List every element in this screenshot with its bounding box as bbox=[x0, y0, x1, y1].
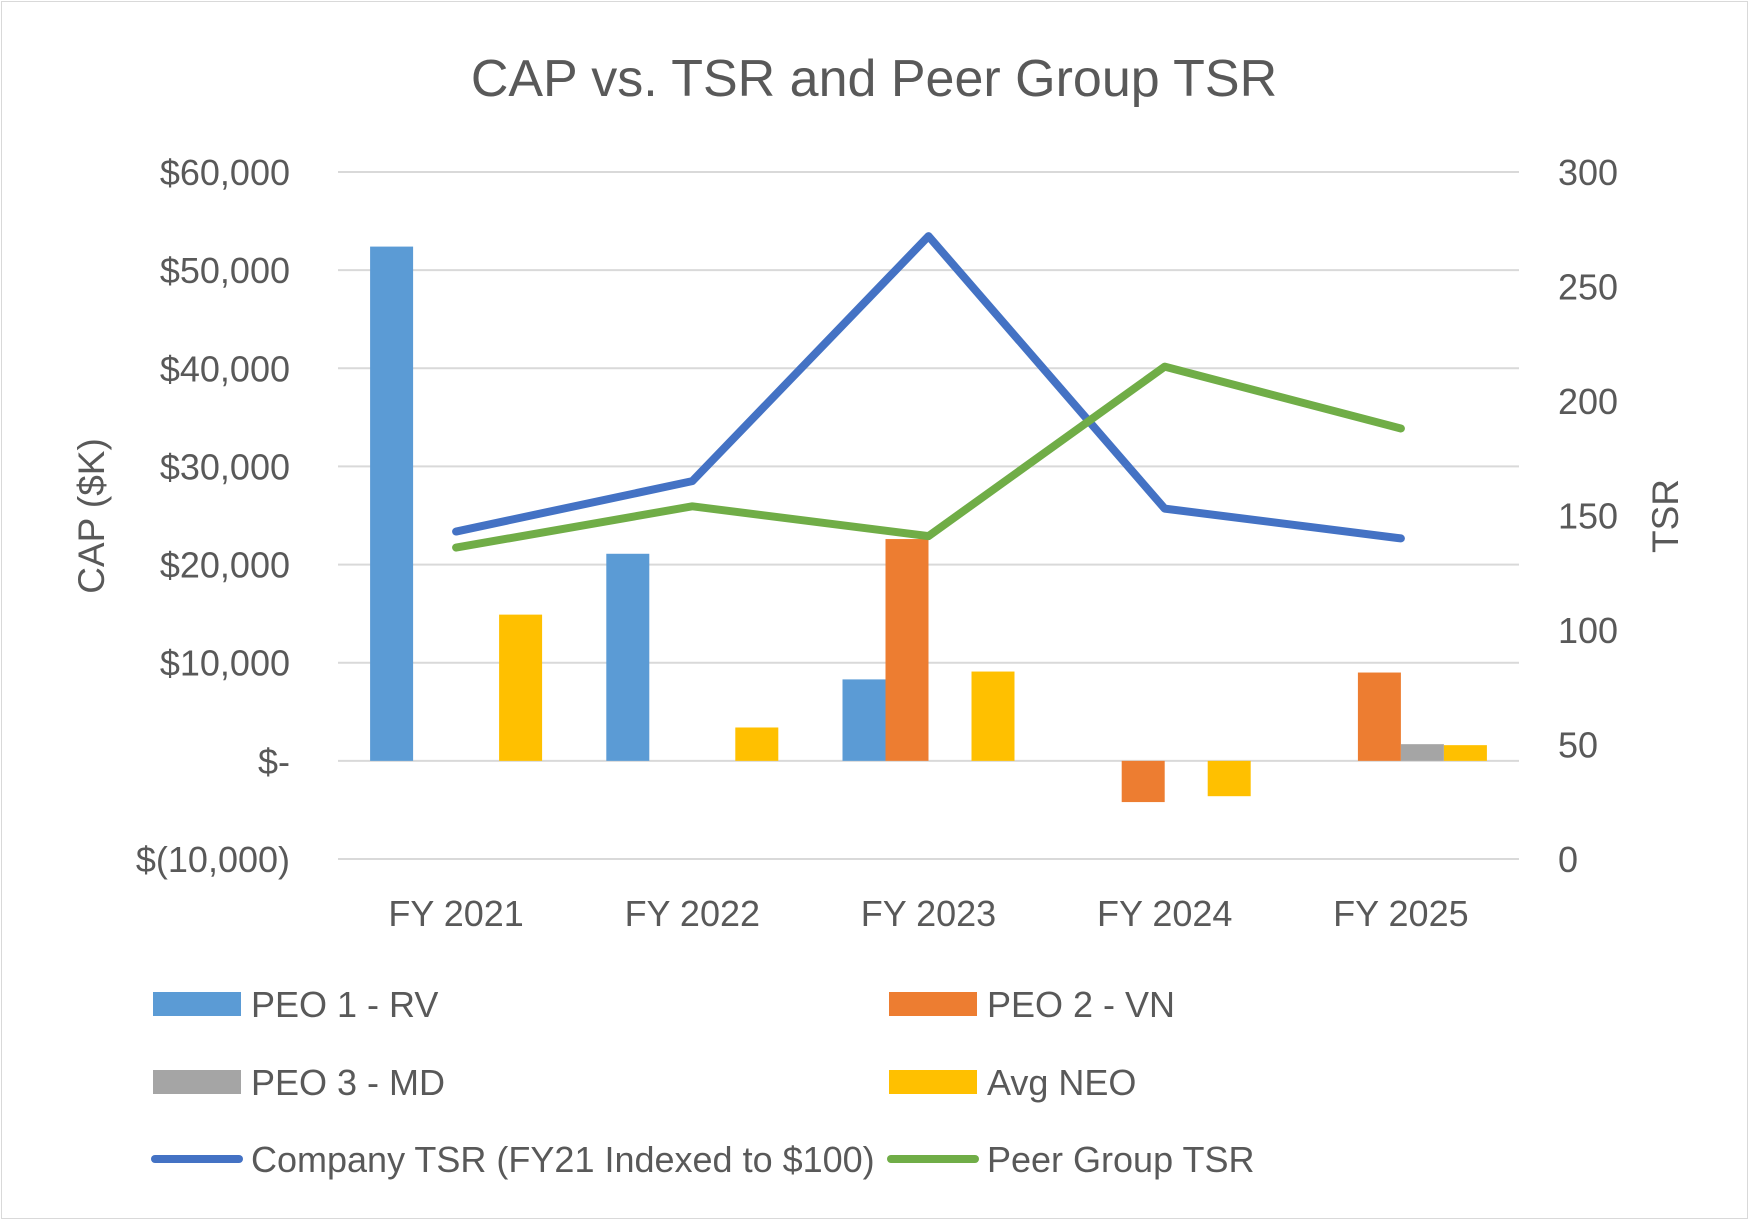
bar-peo-2-vn bbox=[885, 539, 929, 761]
x-tick-label: FY 2025 bbox=[1333, 893, 1468, 934]
bar-peo-2-vn bbox=[1357, 672, 1401, 761]
y2-tick-label: 50 bbox=[1558, 725, 1598, 766]
legend-swatch bbox=[153, 992, 241, 1016]
legend-item: Avg NEO bbox=[889, 1062, 1136, 1103]
legend-swatch bbox=[889, 992, 977, 1016]
y-tick-label: $10,000 bbox=[160, 643, 290, 684]
y2-tick-label: 250 bbox=[1558, 267, 1618, 308]
y-axis-label: CAP ($K) bbox=[71, 438, 112, 594]
bar-avg-neo bbox=[971, 671, 1015, 761]
y2-tick-label: 0 bbox=[1558, 839, 1578, 880]
x-tick-label: FY 2022 bbox=[625, 893, 760, 934]
legend-item: PEO 3 - MD bbox=[153, 1062, 445, 1103]
bar-peo-2-vn bbox=[1121, 760, 1165, 803]
y-tick-label: $60,000 bbox=[160, 152, 290, 193]
y-tick-label: $40,000 bbox=[160, 348, 290, 389]
bar-peo-1-rv bbox=[842, 679, 886, 761]
bar-peo-1-rv bbox=[370, 246, 414, 761]
y-tick-label: $30,000 bbox=[160, 446, 290, 487]
legend-label: PEO 2 - VN bbox=[987, 984, 1175, 1025]
bar-avg-neo bbox=[1207, 760, 1251, 797]
legend-item: Company TSR (FY21 Indexed to $100) bbox=[151, 1139, 875, 1180]
y2-tick-label: 200 bbox=[1558, 381, 1618, 422]
bar-peo-1-rv bbox=[606, 553, 650, 761]
legend-swatch bbox=[889, 1070, 977, 1094]
legend-item: PEO 2 - VN bbox=[889, 984, 1175, 1025]
legend-swatch bbox=[153, 1070, 241, 1094]
y-tick-label: $(10,000) bbox=[136, 839, 290, 880]
legend-label: Avg NEO bbox=[987, 1062, 1136, 1103]
legend-label: PEO 3 - MD bbox=[251, 1062, 445, 1103]
y-tick-label: $20,000 bbox=[160, 545, 290, 586]
bar-avg-neo bbox=[1443, 745, 1487, 761]
bar-avg-neo bbox=[735, 727, 779, 761]
legend-label: Peer Group TSR bbox=[987, 1139, 1254, 1180]
y2-tick-label: 150 bbox=[1558, 496, 1618, 537]
legend-label: PEO 1 - RV bbox=[251, 984, 438, 1025]
legend-item: Peer Group TSR bbox=[887, 1139, 1254, 1180]
y-tick-label: $- bbox=[258, 741, 290, 782]
y-tick-label: $50,000 bbox=[160, 250, 290, 291]
y2-tick-label: 100 bbox=[1558, 610, 1618, 651]
x-tick-label: FY 2021 bbox=[388, 893, 523, 934]
y2-tick-label: 300 bbox=[1558, 152, 1618, 193]
bar-avg-neo bbox=[499, 614, 543, 761]
x-tick-label: FY 2024 bbox=[1097, 893, 1232, 934]
legend-item: PEO 1 - RV bbox=[153, 984, 438, 1025]
x-tick-label: FY 2023 bbox=[861, 893, 996, 934]
legend-label: Company TSR (FY21 Indexed to $100) bbox=[251, 1139, 875, 1180]
chart-title: CAP vs. TSR and Peer Group TSR bbox=[471, 50, 1277, 108]
y2-axis-label: TSR bbox=[1645, 479, 1686, 553]
bar-peo-3-md bbox=[1400, 744, 1444, 761]
